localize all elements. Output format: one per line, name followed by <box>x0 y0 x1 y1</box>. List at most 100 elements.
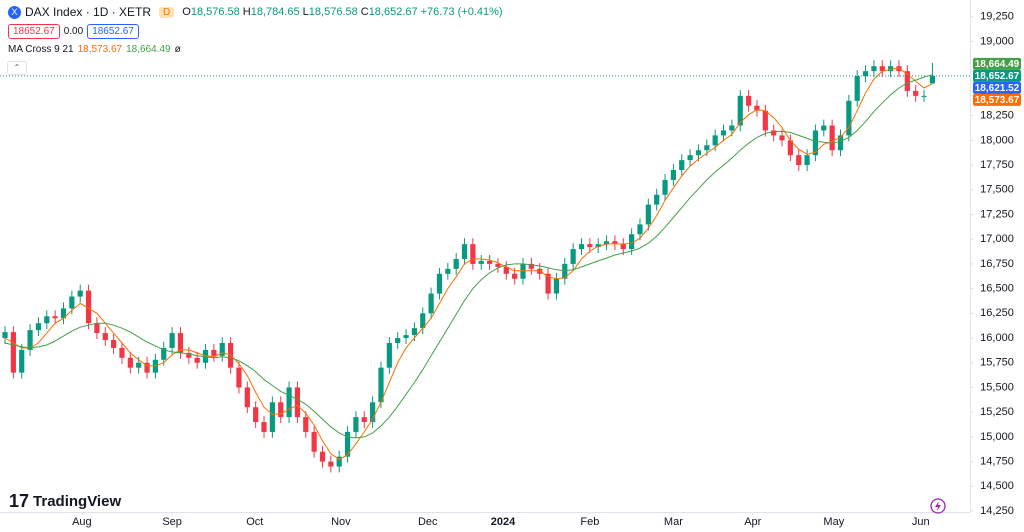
price-label: 18,652.67 <box>975 71 1020 82</box>
candle-body <box>871 66 877 72</box>
candle-body <box>720 130 727 136</box>
ohlc-l-key: L <box>302 6 309 18</box>
candle-body <box>461 244 468 259</box>
y-tick-label: 17,000 <box>980 233 1014 245</box>
candle-body <box>152 359 159 373</box>
candle-body <box>486 260 493 264</box>
candle-body <box>712 135 718 146</box>
candle-body <box>411 328 418 336</box>
x-tick-label: Jun <box>912 516 930 528</box>
candle-body <box>119 347 125 358</box>
candle-body <box>169 333 175 348</box>
candle-body <box>829 125 835 151</box>
candle-body <box>637 224 643 235</box>
candle-body <box>804 155 810 166</box>
x-tick-label: Mar <box>664 516 683 528</box>
buy-button[interactable]: 18652.67 <box>87 24 139 39</box>
candle-body <box>879 66 885 72</box>
lightning-icon[interactable] <box>930 498 946 514</box>
price-label: 18,621.52 <box>975 83 1020 94</box>
y-tick-label: 15,000 <box>980 431 1014 443</box>
candle-body <box>10 332 16 373</box>
candle-body <box>445 268 451 274</box>
candle-body <box>19 349 25 373</box>
price-label-box <box>973 57 1021 70</box>
ohlc-c: 18,652.67 <box>368 6 418 18</box>
candle-body <box>186 352 192 358</box>
collapse-button[interactable]: ⌃ <box>7 61 27 75</box>
candle-body <box>612 241 618 245</box>
x-tick-label: Apr <box>744 516 761 528</box>
candle-body <box>603 241 610 245</box>
candle-body <box>303 417 309 432</box>
candle-body <box>929 75 936 84</box>
candle-body <box>754 105 760 111</box>
candle-body <box>370 402 376 423</box>
indicator-name[interactable]: MA Cross 9 21 <box>8 44 74 55</box>
candle-body <box>253 407 259 423</box>
candle-body <box>695 150 702 156</box>
candle-body <box>60 308 67 319</box>
candle-body <box>679 160 685 171</box>
trade-row: 18652.67 0.00 18652.67 <box>8 24 143 39</box>
candle-body <box>796 155 802 166</box>
candle-body <box>353 417 359 432</box>
indicator-row: MA Cross 9 21 18,573.67 18,664.49 ø <box>8 44 181 55</box>
y-tick-label: 15,250 <box>980 406 1014 418</box>
candle-body <box>436 273 443 294</box>
symbol-title[interactable]: DAX Index · 1D · XETR <box>25 5 152 19</box>
price-label-box <box>973 69 1021 82</box>
candle-body <box>328 461 334 467</box>
change: +76.73 (+0.41%) <box>420 6 503 18</box>
ohlc-l: 18,576.58 <box>308 6 358 18</box>
candle-body <box>211 349 217 356</box>
candle-body <box>111 340 117 348</box>
candle-body <box>495 263 501 267</box>
y-tick-label: 16,750 <box>980 258 1014 270</box>
moving-average <box>4 74 933 439</box>
y-tick-label: 19,000 <box>980 35 1014 47</box>
candle-body <box>428 293 434 314</box>
candle-body <box>779 135 785 141</box>
candle-body <box>144 362 150 373</box>
ohlc-h-key: H <box>242 6 251 18</box>
candle-body <box>762 110 768 131</box>
candle-body <box>545 273 551 294</box>
sell-button[interactable]: 18652.67 <box>8 24 60 39</box>
candle-body <box>520 263 526 279</box>
candle-body <box>729 125 735 131</box>
candle-body <box>562 263 568 279</box>
candle-body <box>244 387 250 408</box>
candle-body <box>294 387 301 418</box>
candle-body <box>44 316 50 324</box>
y-tick-label: 15,750 <box>980 357 1014 369</box>
candle-body <box>269 402 275 432</box>
candle-body <box>704 145 710 151</box>
candle-body <box>862 71 869 77</box>
candle-body <box>528 263 534 269</box>
x-tick-label: 2024 <box>491 516 516 528</box>
candle-body <box>620 244 626 250</box>
indicator-extra: ø <box>174 44 181 55</box>
candle-body <box>478 260 484 264</box>
candle-body <box>2 332 8 339</box>
ohlc-h: 18,784.65 <box>250 6 300 18</box>
y-tick-label: 19,250 <box>980 11 1014 23</box>
candle-body <box>361 417 367 423</box>
price-label-box <box>973 93 1021 106</box>
price-label-box <box>973 81 1021 94</box>
candle-body <box>136 362 142 368</box>
candle-body <box>344 431 351 457</box>
candle-body <box>52 316 58 319</box>
candle-body <box>913 90 919 96</box>
spread: 0.00 <box>63 26 84 37</box>
candle-body <box>629 234 635 250</box>
candle-body <box>94 323 100 334</box>
y-tick-label: 14,500 <box>980 480 1014 492</box>
x-tick-label: Nov <box>331 516 351 528</box>
candle-body <box>69 296 75 309</box>
candle-body <box>553 278 560 294</box>
candle-body <box>395 338 401 343</box>
y-tick-label: 15,500 <box>980 381 1014 393</box>
